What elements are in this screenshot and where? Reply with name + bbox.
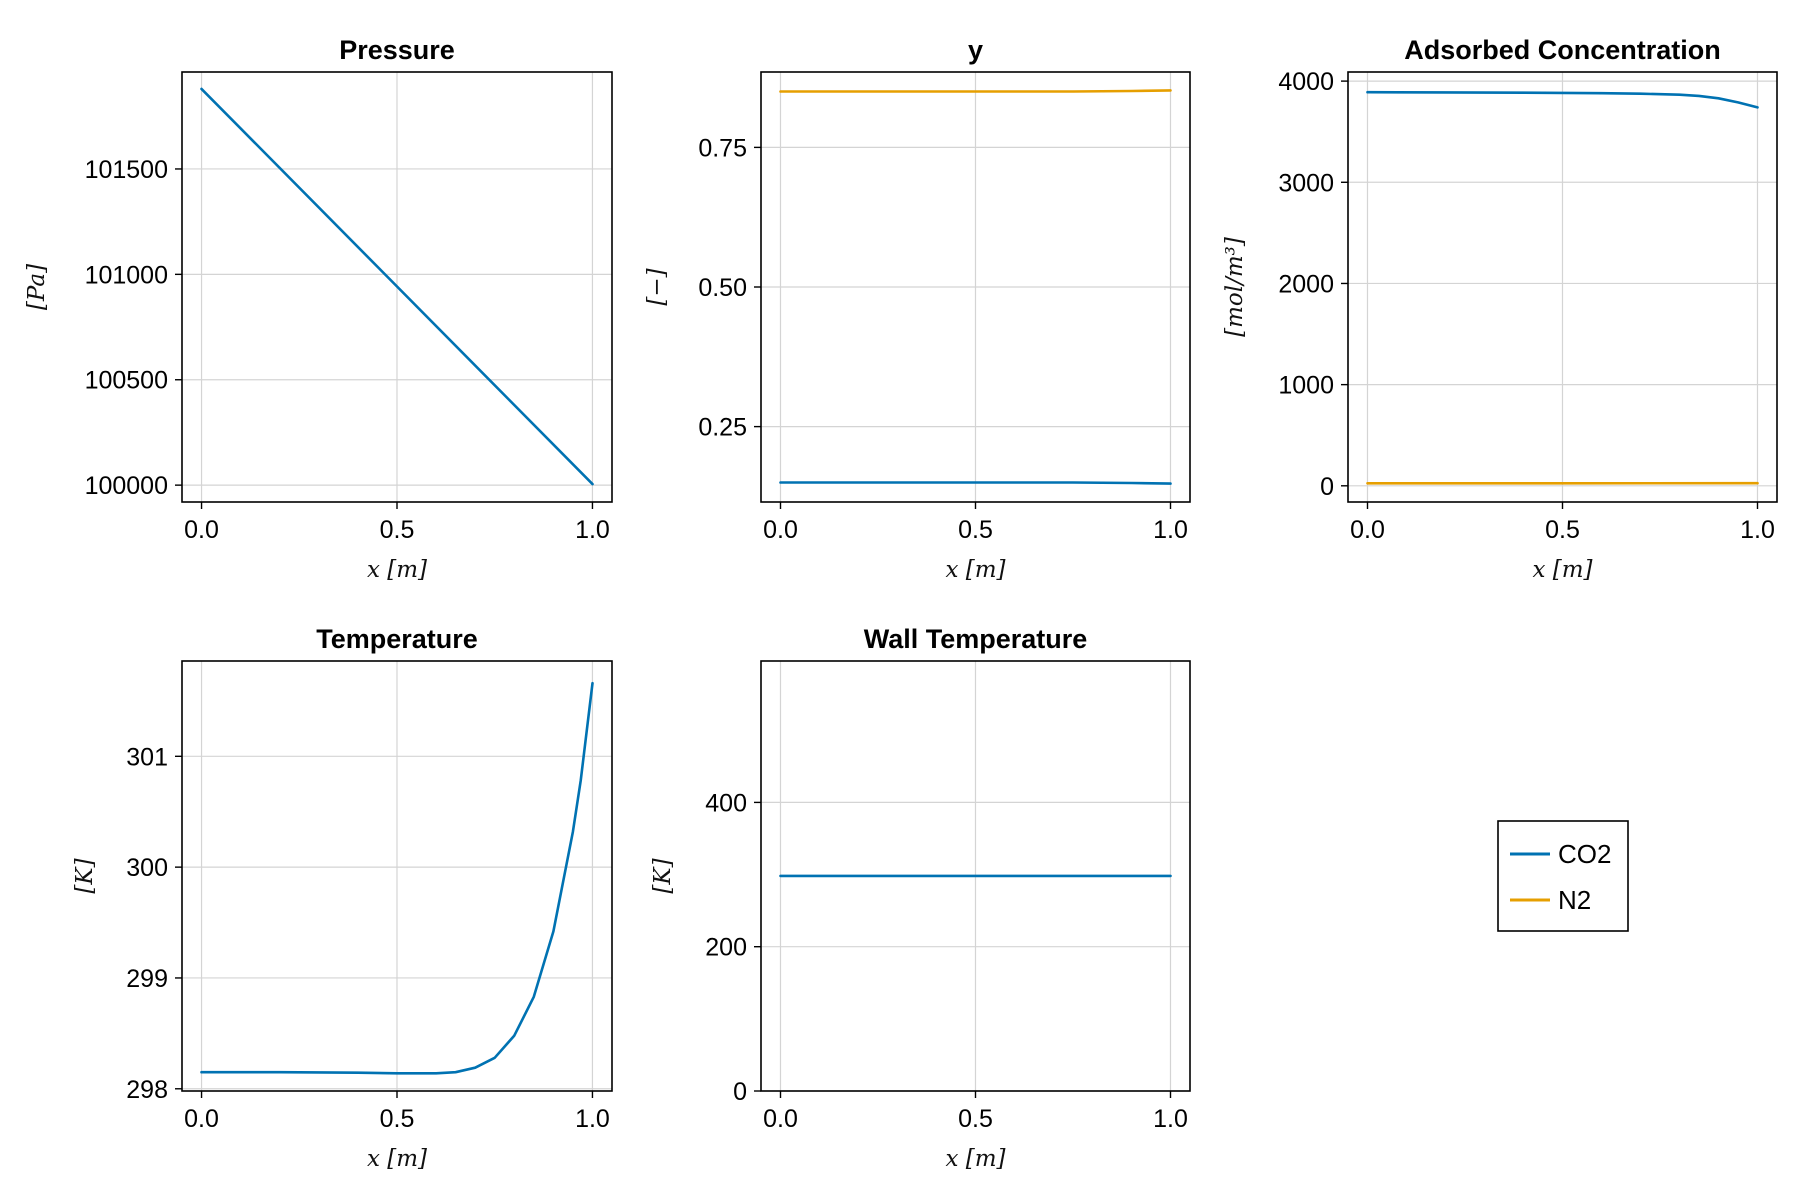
x-tick-label: 1.0	[1740, 516, 1775, 544]
x-tick-label: 1.0	[1153, 516, 1188, 544]
y-tick-label: 0.25	[698, 414, 747, 442]
y-tick-label: 1000	[1278, 372, 1334, 400]
chart-adsorbed: 0.0 0.5 1.0 0 1000 2000 3000 4000 Adsorbed Conce…	[1222, 35, 1778, 583]
chart-title: Wall Temperature	[864, 624, 1088, 654]
y-axis-label: [K]	[72, 858, 98, 893]
y-axis-label: [K]	[650, 858, 676, 893]
x-tick-label: 1.0	[575, 516, 610, 544]
chart-wall-temperature: 0.0 0.5 1.0 0 200 400 Wall Temperature x [m] [K]	[650, 624, 1191, 1172]
y-axis-label: [−]	[644, 268, 670, 305]
legend-item-n2: N2	[1510, 885, 1591, 915]
y-tick-label: 200	[705, 934, 747, 962]
y-tick-label: 101000	[85, 261, 168, 289]
x-tick-label: 0.5	[958, 516, 993, 544]
x-axis-label: x [m]	[367, 557, 427, 583]
chart-title: Temperature	[316, 624, 478, 654]
legend-label: N2	[1558, 885, 1591, 915]
chart-title: Pressure	[339, 35, 455, 65]
x-tick-label: 0.5	[380, 1105, 415, 1133]
y-tick-label: 400	[705, 789, 747, 817]
x-axis-label: x [m]	[945, 557, 1005, 583]
legend-item-co2: CO2	[1510, 839, 1611, 869]
y-tick-label: 0	[733, 1078, 747, 1106]
series-line-co2	[200, 681, 594, 1075]
y-tick-label: 299	[126, 965, 168, 993]
y-tick-label: 100000	[85, 472, 168, 500]
y-tick-label: 298	[126, 1076, 168, 1104]
y-tick-label: 3000	[1278, 169, 1334, 197]
legend-label: CO2	[1558, 839, 1611, 869]
y-tick-label: 101500	[85, 156, 168, 184]
chart-temperature: 0.0 0.5 1.0 298 299 300 301 Temperature x [m] [K]	[72, 624, 613, 1172]
y-axis-label: [mol/m³]	[1222, 237, 1248, 337]
y-tick-label: 2000	[1278, 270, 1334, 298]
legend: CO2 N2	[1497, 820, 1629, 932]
legend-box	[1497, 820, 1629, 932]
x-tick-label: 1.0	[575, 1105, 610, 1133]
y-tick-label: 0	[1320, 473, 1334, 501]
x-tick-label: 0.0	[763, 516, 798, 544]
x-tick-label: 0.5	[1545, 516, 1580, 544]
x-tick-label: 0.5	[380, 516, 415, 544]
x-tick-label: 1.0	[1153, 1105, 1188, 1133]
x-tick-label: 0.0	[184, 1105, 219, 1133]
x-tick-label: 0.5	[958, 1105, 993, 1133]
series-line-co2	[779, 481, 1172, 485]
chart-y: 0.0 0.5 1.0 0.25 0.50 0.75 y x [m] [−]	[644, 35, 1191, 583]
chart-title: Adsorbed Concentration	[1404, 35, 1721, 65]
x-tick-label: 0.0	[763, 1105, 798, 1133]
x-tick-label: 0.0	[184, 516, 219, 544]
x-axis-label: x [m]	[945, 1146, 1005, 1172]
x-axis-label: x [m]	[1532, 557, 1592, 583]
y-tick-label: 300	[126, 854, 168, 882]
y-tick-label: 301	[126, 743, 168, 771]
y-tick-label: 0.50	[698, 274, 747, 302]
series-line-co2	[1366, 90, 1759, 109]
chart-title: y	[968, 35, 983, 65]
y-axis-label: [Pa]	[24, 264, 50, 310]
y-tick-label: 0.75	[698, 134, 747, 162]
chart-pressure: 0.0 0.5 1.0 100000 100500 101000 101500 Pressur…	[24, 35, 613, 583]
y-tick-label: 100500	[85, 367, 168, 395]
x-axis-label: x [m]	[367, 1146, 427, 1172]
y-tick-label: 4000	[1278, 68, 1334, 96]
x-tick-label: 0.0	[1350, 516, 1385, 544]
series-line-n2	[779, 89, 1172, 93]
series-line-co2	[200, 87, 594, 486]
